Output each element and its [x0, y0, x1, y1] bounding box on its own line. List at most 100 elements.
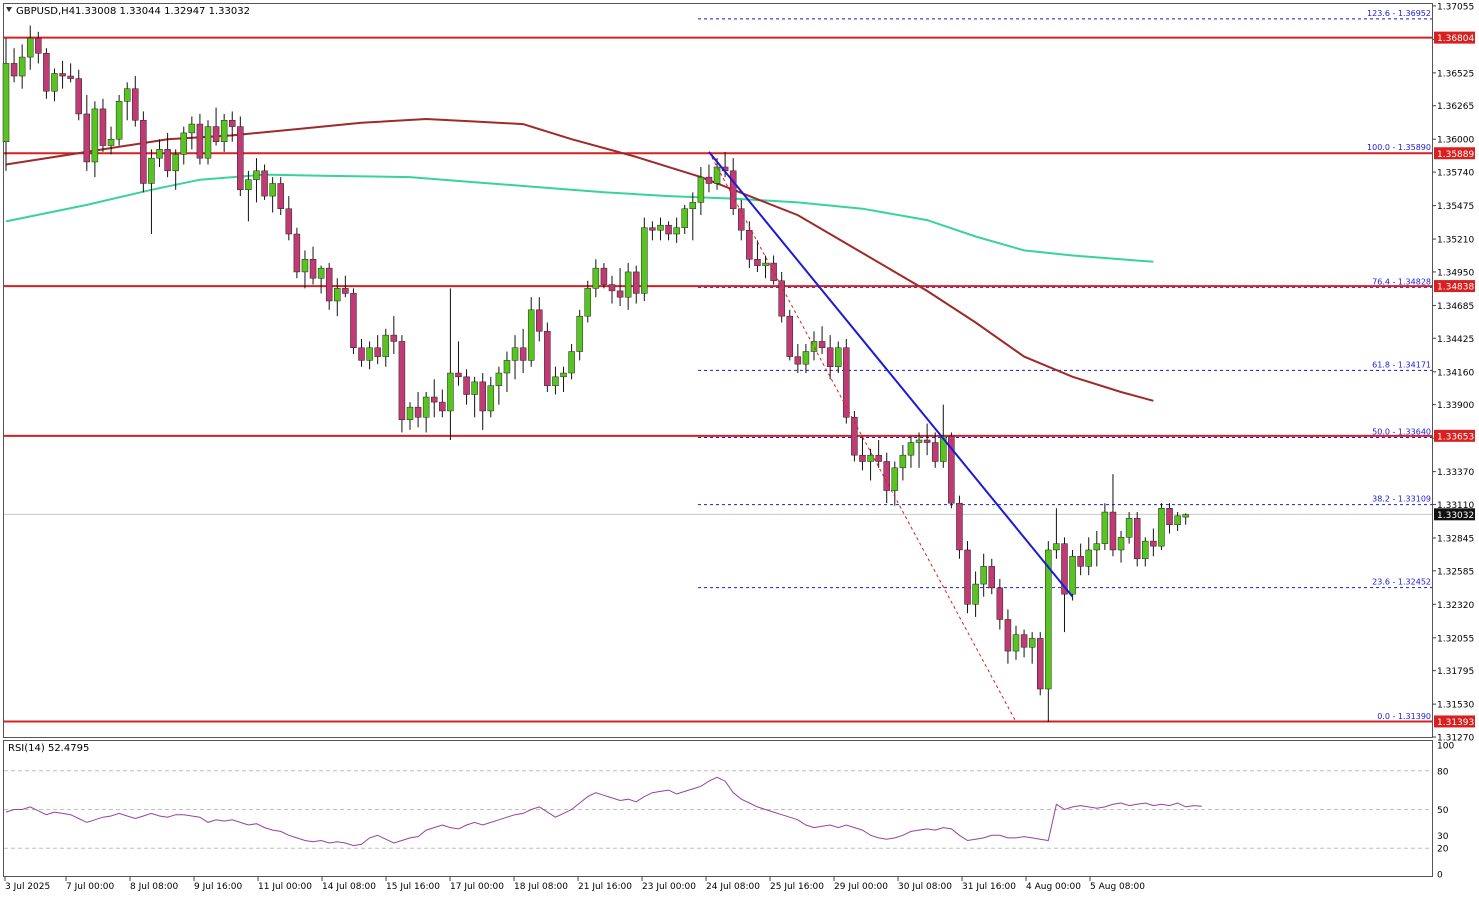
candle [891, 461, 899, 506]
candle [228, 111, 236, 142]
header-triangle-icon [6, 7, 12, 12]
candle [220, 113, 228, 152]
candle-body [188, 123, 196, 134]
candle-body [245, 179, 252, 191]
time-axis-label: 8 Jul 08:00 [130, 882, 179, 892]
candle [51, 68, 58, 102]
price-axis-label: 1.35740 [1437, 169, 1474, 179]
candle-body [1093, 543, 1101, 551]
candle-body [172, 154, 179, 172]
candle [834, 341, 842, 374]
price-axis-label: 1.31270 [1437, 734, 1474, 744]
candle [366, 341, 373, 370]
candle-body [1158, 508, 1165, 547]
candle-body [713, 166, 721, 184]
price-axis-label: 1.34160 [1437, 368, 1474, 378]
candle-body [560, 372, 567, 378]
fib-level-label: 61.8 - 1.34171 [1372, 360, 1431, 369]
candle-body [754, 259, 761, 266]
candle-body [1150, 540, 1157, 547]
candle-body [738, 208, 745, 231]
price-axis-label: 1.32055 [1437, 634, 1474, 644]
candle-body [907, 442, 915, 456]
candle [1101, 503, 1109, 550]
candle-body [778, 280, 785, 317]
candle [91, 101, 99, 178]
candle [430, 379, 438, 418]
candle-body [697, 176, 705, 203]
header-symbol: GBPUSD,H4 [16, 6, 75, 17]
price-axis-label: 1.35475 [1437, 202, 1474, 212]
time-axis-label: 9 Jul 16:00 [194, 882, 243, 892]
candle [826, 335, 834, 380]
candle [1150, 528, 1157, 557]
candle [931, 432, 939, 468]
candle-body [1028, 638, 1036, 648]
candle [1158, 503, 1165, 550]
candle [107, 126, 115, 155]
candle-body [1125, 518, 1133, 538]
candle-body [665, 224, 672, 235]
price-axis-label: 1.33110 [1437, 501, 1474, 511]
price-axis-label: 1.31795 [1437, 667, 1474, 677]
candle [67, 63, 74, 83]
candle-body [115, 101, 123, 140]
candle-body [940, 435, 947, 462]
candle-body [956, 502, 963, 551]
descending-trendline [708, 151, 1074, 598]
candle [818, 326, 826, 355]
candle-body [746, 229, 753, 260]
fib-level-label: 76.4 - 1.34828 [1372, 277, 1431, 286]
candle-body [503, 360, 511, 374]
candle-body [212, 126, 220, 143]
candle [600, 263, 608, 289]
time-axis-label: 14 Jul 08:00 [322, 882, 376, 892]
candle [374, 335, 381, 365]
candle-body [67, 75, 74, 79]
candle [447, 288, 454, 441]
candle-body [414, 406, 422, 418]
candle-body [422, 396, 430, 418]
candle [188, 116, 196, 150]
candle [156, 139, 163, 168]
candle-body [285, 208, 293, 235]
candle-body [204, 126, 212, 159]
candle [964, 541, 971, 614]
rsi-axis-label: 100 [1437, 742, 1454, 752]
candle-body [140, 120, 147, 184]
candle-body [770, 262, 777, 282]
candle-body [382, 334, 390, 357]
candle-body [931, 442, 939, 462]
candle [770, 255, 777, 285]
fib-level-label: 0.0 - 1.31390 [1377, 712, 1431, 721]
candle-body [867, 454, 874, 462]
candle [18, 44, 26, 89]
candle-body [26, 37, 34, 58]
candle [148, 149, 155, 235]
candle [317, 265, 325, 294]
candle-body [859, 454, 866, 462]
candle [253, 158, 260, 203]
candle [204, 120, 212, 165]
candle [705, 164, 713, 193]
candle-body [600, 267, 608, 285]
candle [358, 338, 365, 367]
rsi-line [5, 776, 1202, 847]
price-axis-label: 1.32845 [1437, 534, 1474, 544]
time-axis-label: 4 Aug 00:00 [1026, 882, 1081, 892]
candle [616, 268, 624, 307]
candle-body [802, 351, 810, 365]
rsi-pane[interactable] [3, 740, 1433, 877]
candle [35, 31, 42, 64]
candle-body [996, 587, 1004, 620]
candle [123, 82, 131, 121]
candle [269, 177, 276, 213]
candle-body [810, 341, 818, 352]
candle-body [689, 202, 697, 209]
main-pane[interactable] [3, 3, 1433, 738]
candle [673, 217, 680, 243]
candle-body [366, 347, 373, 361]
candle-body [398, 341, 406, 421]
